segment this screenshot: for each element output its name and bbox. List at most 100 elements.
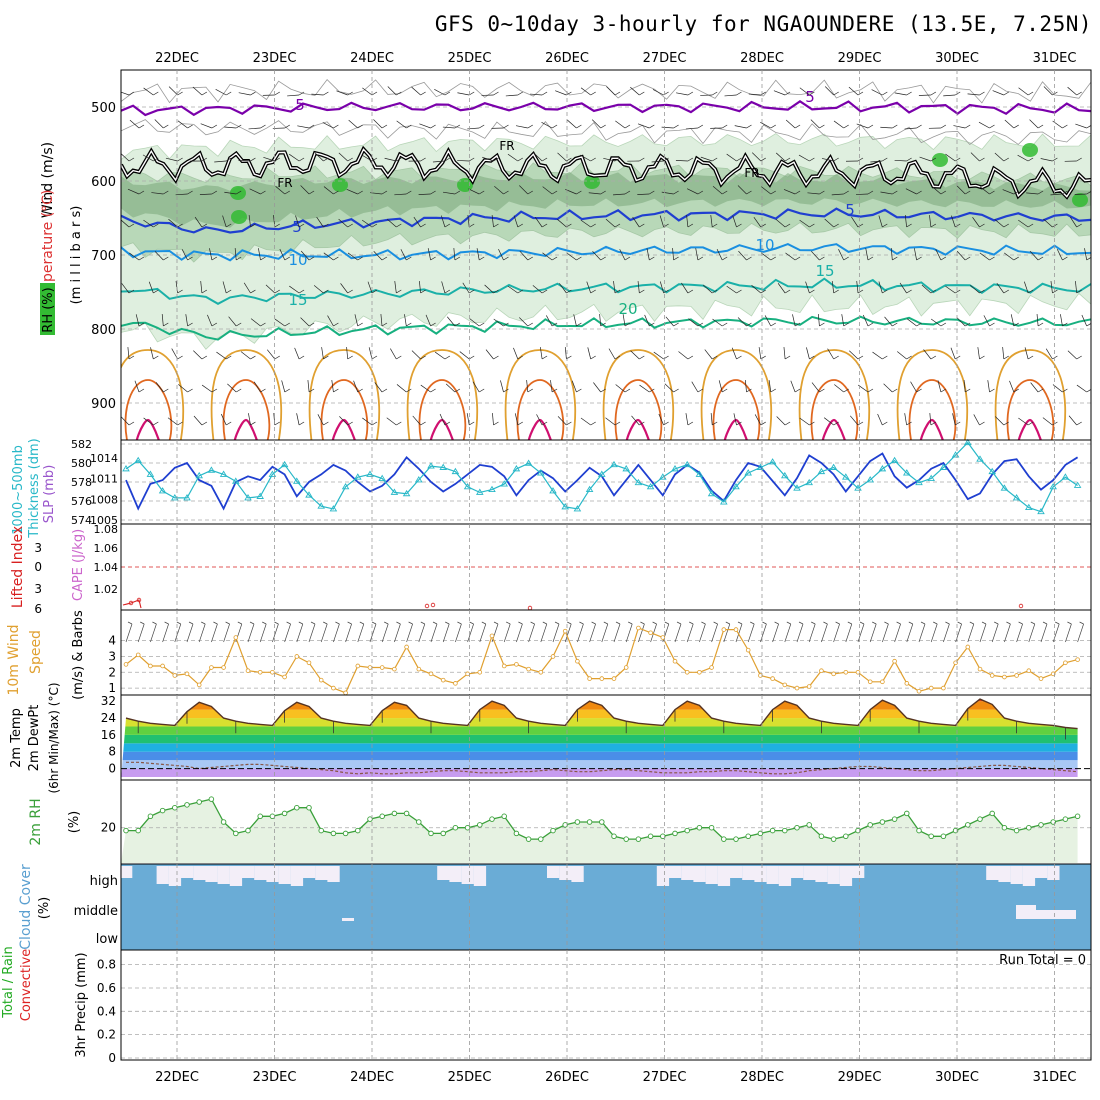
wind-barb-flag: [517, 421, 523, 426]
wind-barb-flag: [649, 124, 655, 129]
wind-barb-flag: [760, 355, 766, 360]
wind-speed-marker: [611, 676, 617, 681]
rh2m-marker: [818, 833, 825, 840]
wind-barb: [1045, 348, 1053, 360]
wind-barb-flag: [211, 124, 218, 129]
wind-speed-marker: [538, 669, 544, 675]
surface-wind-barb: [564, 623, 572, 643]
surface-wind-barb: [259, 623, 267, 643]
wind-barb: [498, 248, 504, 261]
wind-barb-flag: [794, 190, 801, 195]
wind-barb-flag: [187, 388, 193, 393]
cape-axis-label: CAPE (J/kg): [71, 529, 86, 601]
wind-barb-flag: [624, 124, 631, 129]
wind-barb-flag: [454, 322, 461, 327]
wind-barb: [632, 216, 640, 228]
wind-barb-flag: [333, 190, 339, 195]
precip-tick-label: 0.8: [97, 958, 116, 972]
wind-barb-flag: [298, 223, 305, 228]
wind-speed-marker: [867, 679, 873, 685]
rh-high-blob: [1072, 193, 1088, 207]
wind10-unit-label: (m/s) & Barbs: [71, 610, 86, 700]
wind-barb: [995, 416, 1005, 426]
wind-speed-marker: [904, 681, 910, 686]
wind-barb: [338, 152, 348, 162]
slp-marker: [683, 460, 691, 468]
wind-barb: [534, 216, 543, 228]
wind-barb: [921, 284, 932, 294]
wind-barb: [214, 160, 227, 163]
slp-marker: [415, 476, 423, 483]
wind-barb-flag: [1037, 256, 1044, 261]
surface-wind-barb-flag: [713, 621, 718, 625]
isotherm-20: [121, 315, 1091, 341]
wind-barb-flag: [979, 91, 985, 96]
cape-tick-label: 1.06: [94, 542, 119, 555]
wind-barb: [878, 215, 883, 228]
wind-barb: [653, 351, 664, 360]
cloud-high-gap: [669, 866, 682, 878]
wind-barb-flag: [153, 223, 159, 228]
wind-barb-flag: [1013, 124, 1019, 129]
wind-barb-flag: [819, 124, 825, 129]
cloud-high-gap: [193, 866, 206, 880]
slp-marker: [964, 438, 972, 446]
cloud-middle-gap: [1036, 910, 1076, 919]
thickness-tick-label: 578: [71, 476, 92, 489]
surface-wind-barb: [699, 623, 706, 643]
wind-speed-marker: [257, 669, 263, 675]
warm-temp-contour: [429, 418, 454, 440]
wind-barb: [665, 316, 674, 327]
wind-barb-flag: [857, 223, 864, 228]
surface-wind-barb-flag: [127, 621, 133, 625]
wind-barb-flag: [673, 190, 679, 195]
wind-barb: [467, 127, 480, 130]
wind-barb: [675, 160, 688, 162]
wind-barb: [533, 152, 543, 162]
wind-barb: [880, 126, 893, 129]
thickness-unit-label: Thickness (dm): [27, 438, 42, 538]
wind-barb: [764, 315, 772, 327]
slp-marker: [1049, 482, 1057, 490]
surface-wind-barb: [211, 623, 218, 643]
wind-barb: [564, 347, 567, 360]
cloud-high-gap: [278, 866, 291, 884]
precip-axis-label: 3hr Precip (mm): [74, 952, 89, 1057]
cloud-high-gap: [461, 866, 474, 884]
wind-barb-flag: [479, 322, 485, 327]
surface-wind-barb: [284, 623, 291, 643]
wind-barb: [775, 152, 786, 162]
slp-marker: [585, 485, 594, 493]
wind-barb-flag: [843, 190, 849, 195]
upper-wind-barbs: [121, 86, 1091, 426]
cloud-high-gap: [242, 866, 255, 878]
wind-barb-flag: [639, 289, 645, 294]
wind-speed-marker: [916, 688, 922, 694]
wind-barb: [897, 351, 907, 360]
wind-barb-flag: [1003, 421, 1009, 426]
wind-barb: [457, 160, 470, 162]
slp-marker: [122, 464, 130, 472]
wind-barb: [676, 92, 688, 96]
rh-high-blob: [457, 178, 473, 192]
wind-barb-flag: [541, 355, 548, 360]
wind-barb: [151, 192, 164, 195]
wind-barb: [970, 152, 980, 162]
wind-barb-flag: [736, 289, 742, 294]
wind-barb-flag: [590, 157, 596, 162]
surface-wind-barb: [991, 623, 999, 643]
wind-speed-marker: [379, 665, 385, 670]
wind-barb: [630, 350, 640, 360]
wind-barb-flag: [551, 124, 558, 129]
slp-marker: [280, 460, 289, 468]
wind-barb: [1002, 189, 1014, 195]
wind-barb-flag: [965, 190, 971, 195]
wind-barb-flag: [430, 256, 436, 261]
rh2m-marker: [147, 813, 154, 820]
wind-barb-flag: [1003, 91, 1009, 96]
surface-wind-barb-flag: [591, 621, 596, 625]
wind-barb: [848, 86, 859, 96]
temp2m-axis-label: 2m Temp: [9, 708, 24, 768]
wind-speed-marker: [196, 682, 202, 688]
wind-barb: [150, 347, 154, 360]
